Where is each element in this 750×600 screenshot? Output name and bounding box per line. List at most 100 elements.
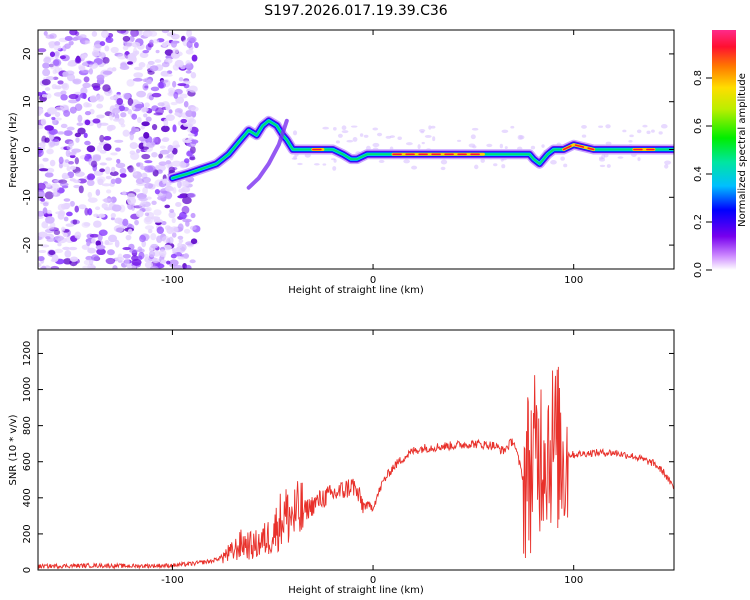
noise-blob (68, 93, 79, 100)
noise-blob (96, 94, 105, 102)
noise-blob (172, 80, 177, 88)
noise-blob (118, 117, 125, 125)
noise-blob (403, 159, 410, 164)
noise-blob (98, 229, 108, 236)
noise-blob (126, 79, 135, 87)
noise-blob (110, 152, 118, 156)
noise-blob (606, 164, 611, 168)
noise-blob (111, 204, 122, 212)
noise-blob (151, 257, 160, 263)
noise-blob (131, 258, 142, 266)
noise-blob (142, 50, 150, 54)
noise-blob (161, 235, 171, 243)
noise-blob (165, 191, 173, 200)
noise-blob (177, 83, 187, 87)
noise-blob (130, 152, 140, 160)
noise-blob (40, 197, 46, 202)
noise-blob (116, 98, 124, 105)
noise-blob (73, 184, 81, 189)
noise-blob (109, 112, 114, 121)
noise-blob (142, 186, 148, 195)
noise-blob (144, 182, 154, 189)
noise-blob (170, 226, 179, 233)
noise-blob (187, 192, 196, 198)
noise-blob (581, 134, 587, 138)
noise-blob (378, 159, 385, 163)
noise-blob (322, 126, 330, 130)
noise-blob (119, 173, 127, 178)
noise-blob (184, 264, 192, 269)
noise-blob (474, 164, 479, 170)
noise-blob (170, 33, 180, 40)
snr-x-tick-label: 0 (370, 575, 376, 586)
noise-blob (127, 61, 134, 65)
noise-blob (61, 83, 68, 89)
noise-blob (91, 49, 100, 57)
noise-blob (42, 157, 49, 162)
colorbar-gradient (712, 30, 736, 270)
snr-y-tick-label: 1200 (22, 341, 33, 366)
noise-blob (139, 52, 149, 59)
noise-blob (628, 140, 633, 143)
noise-blob (69, 200, 75, 207)
noise-blob (541, 144, 545, 148)
noise-blob (175, 144, 181, 148)
noise-blob (39, 141, 46, 149)
noise-blob (184, 64, 192, 69)
noise-blob (166, 260, 171, 265)
noise-blob (40, 118, 47, 126)
noise-blob (53, 45, 62, 51)
noise-blob (42, 68, 51, 77)
noise-blob (189, 259, 196, 264)
noise-blob (60, 226, 66, 232)
spectrogram-y-tick-label: -10 (22, 189, 33, 205)
noise-blob (57, 242, 62, 247)
noise-blob (95, 244, 106, 250)
noise-blob (149, 65, 159, 72)
noise-blob (42, 62, 50, 69)
noise-blob (81, 53, 88, 59)
noise-blob (189, 156, 196, 161)
noise-blob (144, 216, 151, 223)
noise-blob (332, 166, 337, 171)
noise-blob (114, 139, 124, 143)
noise-blob (292, 130, 298, 136)
noise-blob (41, 221, 49, 229)
noise-blob (480, 158, 485, 163)
noise-blob (111, 166, 116, 173)
noise-blob (38, 107, 44, 115)
colorbar: 0.0 0.2 0.4 0.6 0.8 Normalized spectral ampl… (693, 30, 748, 278)
noise-blob (48, 250, 56, 256)
noise-blob (134, 219, 139, 226)
noise-blob (660, 124, 668, 129)
noise-blob (74, 205, 80, 213)
noise-blob (67, 61, 77, 67)
noise-blob (114, 177, 122, 184)
noise-blob (109, 96, 116, 101)
noise-blob (187, 118, 197, 125)
noise-blob (150, 86, 160, 92)
noise-blob (146, 79, 152, 85)
noise-blob (110, 213, 117, 218)
noise-blob (605, 124, 611, 129)
noise-blob (170, 253, 177, 259)
noise-blob (189, 225, 197, 231)
noise-blob (157, 102, 165, 107)
noise-blob (44, 172, 54, 178)
noise-blob (161, 42, 168, 48)
snr-panel: -100 0 100 0 200 400 600 800 1000 1200 Height of… (8, 329, 675, 596)
noise-blob (133, 72, 144, 78)
noise-blob (146, 196, 152, 200)
noise-blob (151, 151, 158, 158)
noise-blob (658, 131, 663, 135)
noise-blob (440, 159, 448, 165)
noise-blob (50, 183, 60, 192)
noise-blob (470, 134, 476, 140)
noise-blob (599, 164, 606, 168)
noise-blob (89, 233, 99, 238)
snr-x-tick-label: -100 (161, 575, 184, 586)
noise-blob (501, 129, 509, 133)
noise-blob (116, 30, 127, 34)
noise-blob (335, 140, 340, 144)
noise-blob (421, 141, 425, 145)
